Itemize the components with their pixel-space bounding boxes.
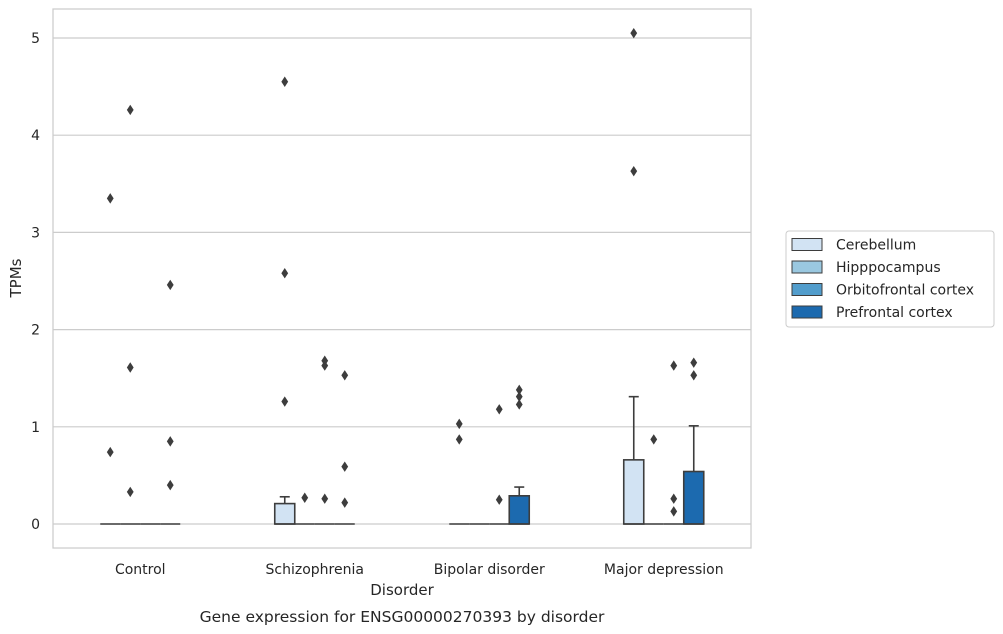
chart-caption: Gene expression for ENSG00000270393 by d… bbox=[200, 608, 605, 626]
y-tick-label: 0 bbox=[31, 517, 40, 533]
box-group bbox=[294, 492, 315, 525]
box-group bbox=[449, 418, 470, 525]
y-tick-label: 1 bbox=[31, 420, 40, 436]
box-group bbox=[120, 104, 141, 525]
plot-frame bbox=[52, 8, 752, 549]
gridlines bbox=[53, 37, 751, 525]
outlier-point bbox=[650, 434, 658, 445]
legend-label: Orbitofrontal cortex bbox=[836, 283, 974, 299]
outlier-point bbox=[126, 362, 134, 373]
box bbox=[273, 502, 296, 525]
y-tick-labels: 0 1 2 3 4 5 bbox=[31, 31, 40, 533]
outlier-point bbox=[281, 76, 289, 87]
outlier-point bbox=[515, 391, 523, 402]
outlier-point bbox=[341, 497, 349, 508]
outlier-point bbox=[670, 506, 678, 517]
outlier-point bbox=[670, 493, 678, 504]
box-group bbox=[100, 193, 121, 525]
box-group bbox=[643, 434, 664, 525]
outlier-point bbox=[166, 479, 174, 491]
outlier-point bbox=[106, 193, 114, 204]
box-group bbox=[682, 357, 705, 525]
x-tick-label: Schizophrenia bbox=[266, 562, 364, 578]
outlier-point bbox=[455, 434, 463, 445]
box-group bbox=[273, 76, 296, 525]
box bbox=[682, 470, 705, 525]
outlier-point bbox=[515, 384, 523, 396]
outlier-point bbox=[321, 493, 329, 504]
box-group bbox=[622, 27, 645, 525]
legend-frame bbox=[785, 230, 995, 328]
outlier-point bbox=[455, 418, 463, 430]
box-group bbox=[314, 355, 335, 525]
outlier-point bbox=[321, 355, 329, 366]
outlier-point bbox=[166, 279, 174, 291]
outlier-point bbox=[341, 370, 349, 381]
legend: Cerebellum Hipppocampus Orbitofrontal cort… bbox=[785, 230, 995, 328]
box-group bbox=[160, 279, 181, 525]
outlier-point bbox=[166, 436, 174, 447]
outlier-point bbox=[341, 461, 349, 472]
box bbox=[622, 459, 645, 525]
outlier-point bbox=[515, 399, 523, 410]
outlier-point bbox=[106, 446, 114, 458]
outlier-point bbox=[495, 494, 503, 505]
outlier-point bbox=[630, 165, 638, 177]
x-tick-labels: Control Schizophrenia Bipolar disorder Majo… bbox=[115, 562, 724, 578]
x-tick-label: Bipolar disorder bbox=[434, 562, 545, 578]
outlier-point bbox=[126, 486, 134, 498]
box-group bbox=[334, 370, 355, 525]
box-group bbox=[663, 360, 684, 525]
y-tick-label: 4 bbox=[31, 128, 40, 144]
box-group bbox=[508, 384, 531, 525]
outlier-point bbox=[301, 492, 309, 503]
outlier-point bbox=[495, 404, 503, 415]
outlier-point bbox=[670, 360, 678, 371]
outlier-point bbox=[281, 396, 289, 407]
outlier-point bbox=[281, 268, 289, 279]
box-group bbox=[489, 404, 510, 525]
y-tick-label: 2 bbox=[31, 323, 40, 339]
x-tick-label: Control bbox=[115, 562, 166, 578]
box bbox=[508, 495, 531, 525]
legend-label: Prefrontal cortex bbox=[836, 305, 953, 321]
x-axis-label: Disorder bbox=[370, 581, 434, 599]
outlier-point bbox=[690, 357, 698, 368]
outlier-point bbox=[690, 370, 698, 381]
x-tick-label: Major depression bbox=[604, 562, 724, 578]
y-tick-label: 5 bbox=[31, 31, 40, 47]
plot-marks bbox=[100, 27, 705, 525]
y-tick-label: 3 bbox=[31, 225, 40, 241]
outlier-point bbox=[630, 27, 638, 39]
legend-swatch bbox=[791, 260, 823, 274]
outlier-point bbox=[126, 104, 134, 116]
y-axis-label: TPMs bbox=[7, 258, 25, 298]
legend-swatch bbox=[791, 238, 823, 251]
legend-swatch bbox=[791, 283, 823, 296]
legend-label: Cerebellum bbox=[836, 238, 916, 254]
legend-swatch bbox=[791, 305, 823, 319]
legend-label: Hipppocampus bbox=[836, 260, 941, 276]
